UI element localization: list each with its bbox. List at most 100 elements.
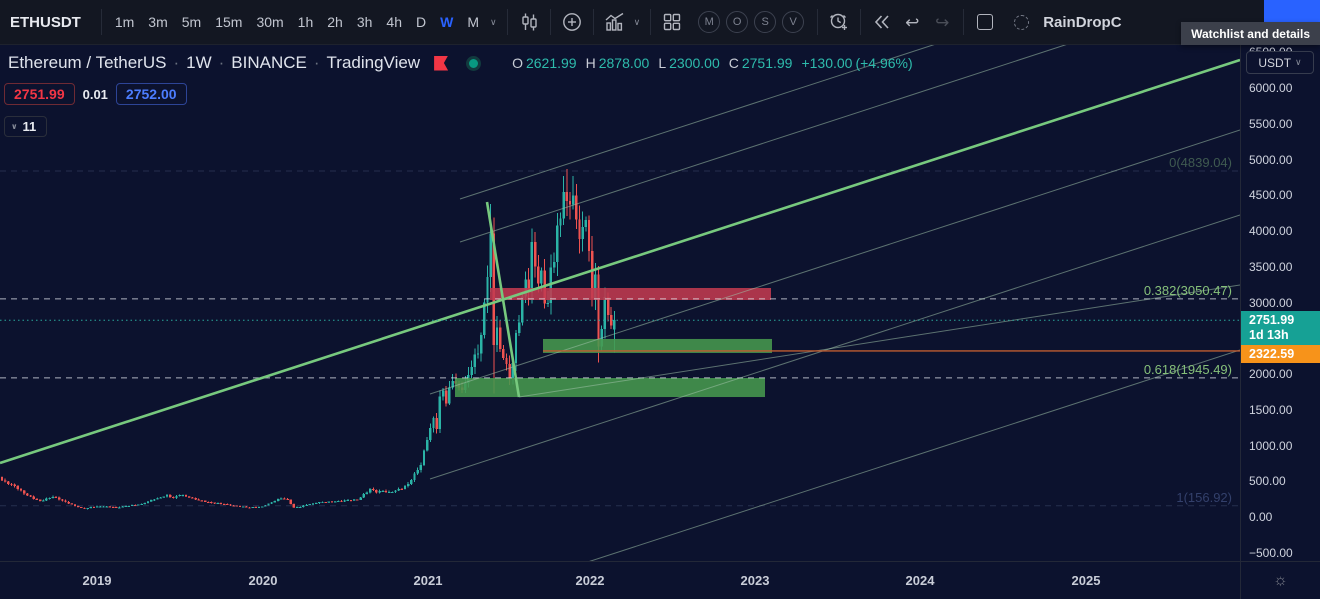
gear-icon[interactable]: ☼ xyxy=(1273,571,1288,589)
channel-line xyxy=(589,349,1240,561)
symbol-search-button[interactable]: ETHUSDT xyxy=(10,13,81,31)
symbol-interval[interactable]: 1W xyxy=(186,53,212,72)
price-tick: 1500.00 xyxy=(1249,402,1293,417)
account-name[interactable]: RainDropC xyxy=(1043,13,1122,31)
price-tick: 4000.00 xyxy=(1249,224,1293,238)
letter-button-o[interactable]: O xyxy=(726,11,749,33)
watchlist-button-highlight[interactable] xyxy=(1264,0,1320,22)
toolbar-separator xyxy=(860,9,862,35)
price-tick: 4500.00 xyxy=(1249,188,1293,203)
replay-icon[interactable] xyxy=(867,7,897,37)
last-price-label: 2751.99 1d 13h xyxy=(1241,311,1320,346)
time-axis[interactable]: 2019 2020 2021 2022 2023 2024 2025 xyxy=(0,561,1240,599)
undo-icon[interactable]: ↩ xyxy=(905,12,920,32)
price-tick: 2000.00 xyxy=(1249,367,1293,381)
symbol-exchange[interactable]: BINANCE xyxy=(231,53,307,72)
toolbar-separator xyxy=(650,9,652,35)
year-label-2025: 2025 xyxy=(1071,573,1101,588)
alert-price-label[interactable]: 2322.59 xyxy=(1241,345,1320,364)
interval-button-2h[interactable]: 2h xyxy=(327,14,343,30)
interval-button-4h[interactable]: 4h xyxy=(386,14,402,30)
toolbar-separator xyxy=(549,9,551,35)
interval-button-D[interactable]: D xyxy=(415,14,427,30)
top-toolbar: ETHUSDT 1m 3m 5m 15m 30m 1h 2h 3h 4h D W M ∨ ∨ xyxy=(0,0,1320,45)
symbol-header: Ethereum / TetherUS · 1W · BINANCE · Tra… xyxy=(8,53,913,72)
interval-button-M[interactable]: M xyxy=(467,14,479,30)
price-tick: 500.00 xyxy=(1249,474,1286,489)
indicators-icon[interactable] xyxy=(600,7,630,37)
zone-box xyxy=(490,287,771,300)
chevron-down-icon: ∨ xyxy=(1295,57,1302,67)
toolbar-separator xyxy=(592,9,594,35)
price-tick: 5500.00 xyxy=(1249,116,1293,131)
object-count: 11 xyxy=(22,119,37,134)
year-label-2019: 2019 xyxy=(82,573,112,588)
symbol-title[interactable]: Ethereum / TetherUS xyxy=(8,53,167,72)
interval-button-5m[interactable]: 5m xyxy=(181,14,202,30)
ohlc-values: O 2621.99 H 2878.00 L 2300.00 C 2751.99 +130… xyxy=(512,55,913,71)
buy-button[interactable]: 2752.00 xyxy=(115,83,187,105)
price-tick: 3500.00 xyxy=(1249,259,1293,274)
toolbar-separator xyxy=(817,9,819,35)
chart-pane[interactable]: Ethereum / TetherUS · 1W · BINANCE · Tra… xyxy=(0,45,1240,561)
toolbar-separator xyxy=(963,9,965,35)
letter-button-v[interactable]: V xyxy=(782,11,805,33)
flag-icon[interactable] xyxy=(434,55,449,71)
price-tick: 6000.00 xyxy=(1249,81,1293,95)
interval-button-15m[interactable]: 15m xyxy=(215,14,243,30)
zone-box xyxy=(543,338,772,353)
intervals: 1m 3m 5m 15m 30m 1h 2h 3h 4h D W M xyxy=(108,10,486,34)
bar-countdown: 1d 13h xyxy=(1249,328,1289,343)
watchlist-tooltip: Watchlist and details xyxy=(1181,22,1320,45)
scale-settings-corner[interactable]: ☼ xyxy=(1240,561,1320,599)
fib-level-label: 0(4839.04) xyxy=(1169,155,1232,170)
bid-ask-row: 2751.99 0.01 2752.00 xyxy=(4,83,187,105)
trend-line xyxy=(485,201,521,398)
candlestick-style-icon[interactable] xyxy=(514,7,544,37)
sell-button[interactable]: 2751.99 xyxy=(4,83,75,105)
fib-level-label: 1(156.92) xyxy=(1176,489,1232,505)
fullscreen-icon[interactable] xyxy=(970,7,1000,37)
channel-line xyxy=(459,45,1067,243)
channel-line xyxy=(518,284,1240,398)
price-tick: 3000.00 xyxy=(1249,295,1293,310)
price-tick: 1000.00 xyxy=(1249,438,1293,453)
interval-button-1m[interactable]: 1m xyxy=(114,14,135,30)
price-scale[interactable]: 6500.006000.005500.005000.004500.004000.… xyxy=(1240,45,1320,561)
letter-button-s[interactable]: S xyxy=(754,11,777,33)
redo-icon[interactable]: ↪ xyxy=(935,12,950,32)
interval-button-30m[interactable]: 30m xyxy=(256,14,284,30)
channel-line xyxy=(429,214,1240,480)
market-status-dot-icon[interactable] xyxy=(466,55,482,71)
layout-grid-icon[interactable] xyxy=(657,7,687,37)
candlestick-chart[interactable] xyxy=(0,45,1240,561)
year-label-2021: 2021 xyxy=(413,573,443,588)
symbol-platform[interactable]: TradingView xyxy=(326,53,421,72)
interval-button-3m[interactable]: 3m xyxy=(148,14,168,30)
indicators-chevron-down-icon[interactable]: ∨ xyxy=(633,16,641,27)
interval-chevron-down-icon[interactable]: ∨ xyxy=(490,16,497,27)
spread-value: 0.01 xyxy=(82,86,108,102)
toolbar-separator xyxy=(506,9,508,35)
object-tree-button[interactable]: ∨ 11 xyxy=(4,116,48,137)
price-tick: 0.00 xyxy=(1249,510,1273,524)
fib-level-label: 0.382(3050.47) xyxy=(1143,282,1232,298)
year-label-2020: 2020 xyxy=(248,573,278,588)
interval-button-3h[interactable]: 3h xyxy=(356,14,373,30)
trend-line xyxy=(0,58,1240,465)
year-label-2024: 2024 xyxy=(905,573,935,588)
currency-dropdown[interactable]: USDT ∨ xyxy=(1246,51,1314,74)
create-alert-icon[interactable] xyxy=(824,7,854,37)
interval-button-1h[interactable]: 1h xyxy=(297,14,314,30)
letter-button-m[interactable]: M xyxy=(698,11,721,33)
year-label-2022: 2022 xyxy=(575,573,605,588)
avatar-dashed-icon[interactable] xyxy=(1006,7,1036,37)
interval-button-W[interactable]: W xyxy=(440,14,454,30)
compare-plus-icon[interactable] xyxy=(557,7,587,37)
chevron-down-icon: ∨ xyxy=(11,122,18,131)
price-tick: −500.00 xyxy=(1249,545,1293,560)
year-label-2023: 2023 xyxy=(740,573,770,588)
price-tick: 5000.00 xyxy=(1249,152,1293,167)
